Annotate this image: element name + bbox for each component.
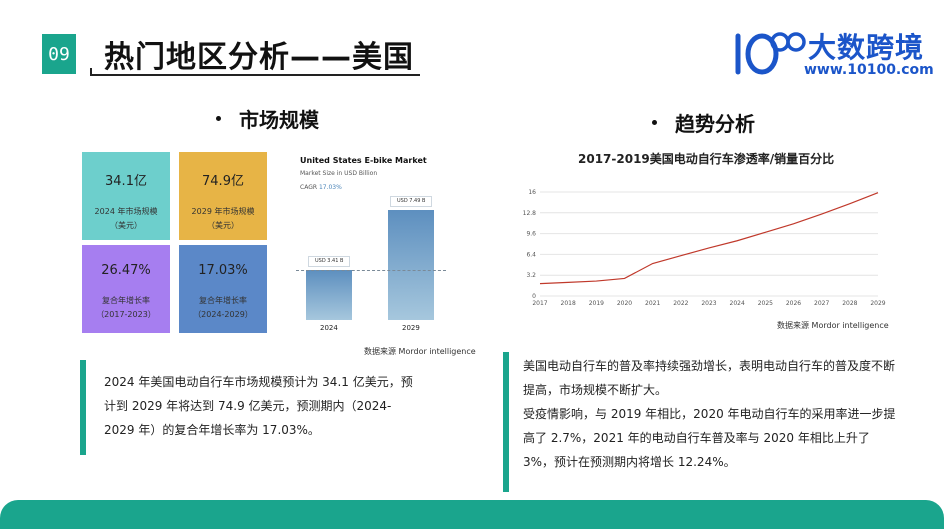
chart-subtitle: Market Size in USD Billion bbox=[300, 170, 378, 177]
market-size-chart: United States E-bike Market Market Size … bbox=[296, 150, 480, 340]
title-underline bbox=[90, 74, 420, 76]
cagr-value: 17.03% bbox=[318, 184, 342, 191]
market-summary-text: 2024 年美国电动自行车市场规模预计为 34.1 亿美元，预计到 2029 年… bbox=[104, 375, 413, 437]
trend-line-chart: 0 3.2 6.4 9.6 12.8 16 2017 2018 2019 2020 2021 2022… bbox=[523, 189, 886, 307]
x-tick-label: 2017 bbox=[532, 300, 547, 307]
x-tick-label: 2025 bbox=[758, 300, 773, 307]
footer-band bbox=[0, 500, 944, 529]
market-summary-box: 2024 年美国电动自行车市场规模预计为 34.1 亿美元，预计到 2029 年… bbox=[80, 360, 413, 455]
logo-mark-icon bbox=[735, 32, 806, 75]
trend-chart-source: 数据来源 Mordor intelligence bbox=[777, 321, 889, 330]
bullet-icon bbox=[652, 120, 657, 125]
stat-tile-cagr-2017-2023: 26.47% 复合年增长率（2017-2023） bbox=[82, 245, 170, 333]
logo-url[interactable]: www.10100.com bbox=[804, 62, 934, 78]
x-tick-label: 2029 bbox=[402, 324, 420, 332]
x-tick-label: 2029 bbox=[870, 300, 885, 307]
x-tick-label: 2022 bbox=[673, 300, 688, 307]
trend-summary-paragraph-2: 受疫情影响，与 2019 年相比，2020 年电动自行车的采用率进一步提高了 2… bbox=[523, 407, 896, 469]
stat-label: 复合年增长率（2024-2029） bbox=[193, 296, 253, 319]
x-tick-label: 2024 bbox=[730, 300, 745, 307]
trend-chart-title: 2017-2019美国电动自行车渗透率/销量百分比 bbox=[578, 152, 835, 166]
x-tick-label: 2018 bbox=[561, 300, 576, 307]
stat-tile-2029-size: 74.9亿 2029 年市场规模（美元） bbox=[179, 152, 267, 240]
brand-logo[interactable]: 大数跨境 www.10100.com bbox=[732, 26, 934, 82]
y-tick-label: 12.8 bbox=[523, 210, 537, 217]
trend-heading-text: 趋势分析 bbox=[675, 112, 755, 136]
stat-tile-cagr-2024-2029: 17.03% 复合年增长率（2024-2029） bbox=[179, 245, 267, 333]
x-tick-label: 2024 bbox=[320, 324, 338, 332]
page-title: 热门地区分析——美国 bbox=[104, 40, 414, 75]
y-tick-label: 3.2 bbox=[526, 272, 536, 279]
slide-number: 09 bbox=[42, 34, 76, 74]
x-tick-label: 2021 bbox=[645, 300, 660, 307]
stat-value: 74.9亿 bbox=[202, 174, 244, 189]
stat-value: 17.03% bbox=[198, 263, 248, 278]
x-tick-label: 2027 bbox=[814, 300, 829, 307]
y-tick-label: 9.6 bbox=[526, 231, 536, 238]
stat-label: 复合年增长率（2017-2023） bbox=[96, 296, 156, 319]
chart-cagr: CAGR 17.03% bbox=[300, 184, 342, 191]
trend-summary-box: 美国电动自行车的普及率持续强劲增长，表明电动自行车的普及度不断提高，市场规模不断… bbox=[503, 352, 903, 492]
trend-summary-paragraph-1: 美国电动自行车的普及率持续强劲增长，表明电动自行车的普及度不断提高，市场规模不断… bbox=[523, 359, 896, 397]
bar-value-label: USD 7.49 B bbox=[390, 195, 433, 207]
bar-2024 bbox=[306, 269, 352, 320]
stat-label: 2029 年市场规模（美元） bbox=[191, 207, 255, 230]
bar-2029 bbox=[388, 209, 434, 320]
x-tick-label: 2023 bbox=[701, 300, 716, 307]
logo-name: 大数跨境 bbox=[808, 31, 925, 64]
stat-tile-2024-size: 34.1亿 2024 年市场规模（美元） bbox=[82, 152, 170, 240]
reference-dashed-line bbox=[296, 269, 446, 271]
stat-label: 2024 年市场规模（美元） bbox=[94, 207, 158, 230]
y-tick-label: 0 bbox=[532, 293, 536, 300]
accent-bar bbox=[503, 352, 509, 492]
trend-summary-text: 美国电动自行车的普及率持续强劲增长，表明电动自行车的普及度不断提高，市场规模不断… bbox=[523, 354, 898, 474]
market-size-heading-text: 市场规模 bbox=[239, 108, 319, 132]
series-line bbox=[539, 192, 879, 285]
market-size-heading: 市场规模 bbox=[216, 104, 319, 133]
x-tick-label: 2020 bbox=[617, 300, 632, 307]
bar-value-label: USD 3.41 B bbox=[308, 255, 351, 267]
stat-value: 26.47% bbox=[101, 263, 151, 278]
x-tick-label: 2026 bbox=[786, 300, 801, 307]
cagr-label: CAGR bbox=[300, 184, 318, 191]
x-tick-label: 2019 bbox=[589, 300, 604, 307]
title-underline-corner bbox=[90, 68, 92, 76]
trend-heading: 趋势分析 bbox=[652, 108, 755, 137]
y-tick-label: 6.4 bbox=[526, 251, 536, 258]
chart-title: United States E-bike Market bbox=[300, 156, 427, 165]
accent-bar bbox=[80, 360, 86, 455]
market-chart-source: 数据来源 Mordor intelligence bbox=[364, 347, 476, 356]
y-tick-label: 16 bbox=[528, 189, 536, 196]
stat-value: 34.1亿 bbox=[105, 174, 147, 189]
x-tick-label: 2028 bbox=[842, 300, 857, 307]
bullet-icon bbox=[216, 116, 221, 121]
